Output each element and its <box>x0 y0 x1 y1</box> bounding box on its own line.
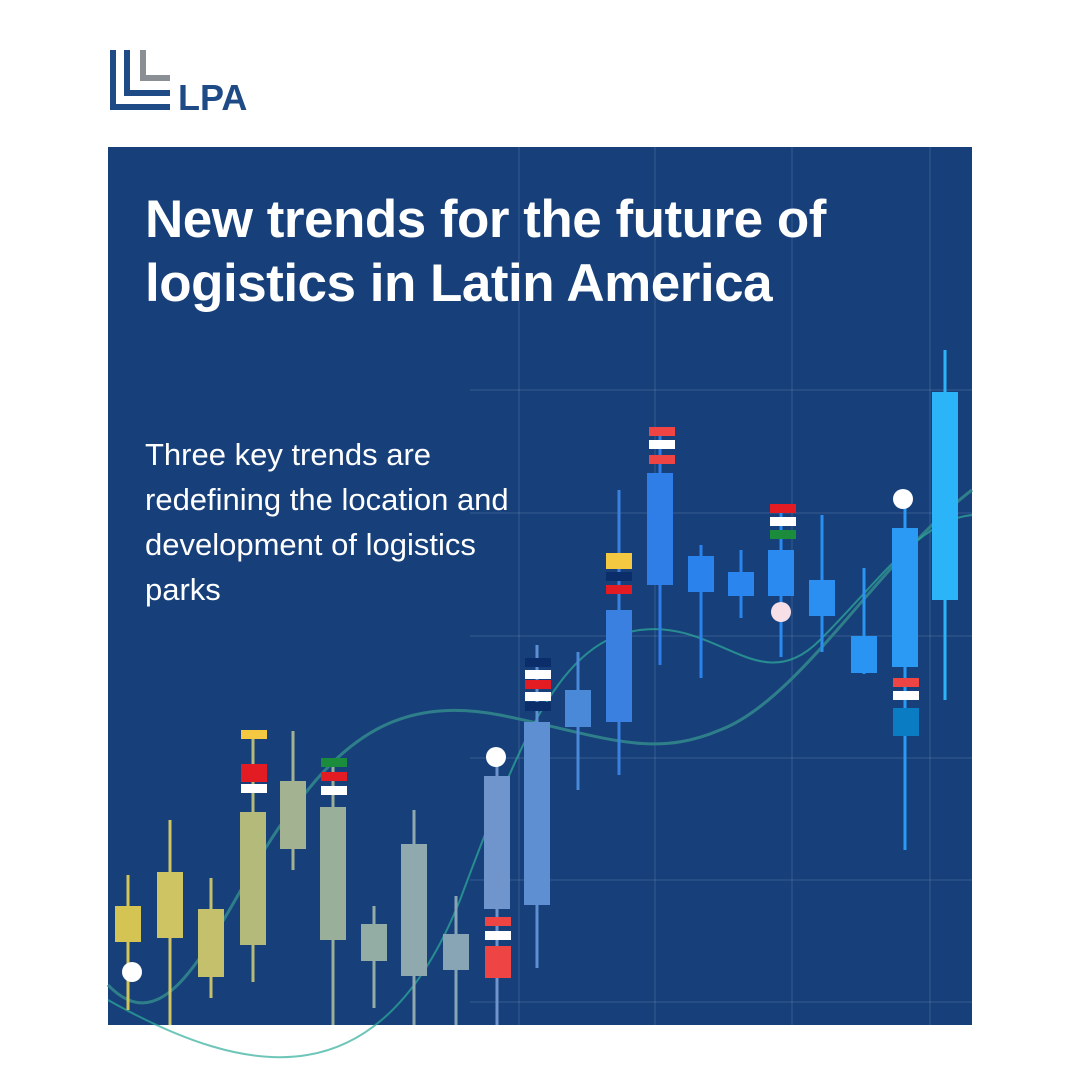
candle-body <box>647 473 673 585</box>
flag <box>649 427 675 436</box>
subtitle: Three key trends are redefining the loca… <box>145 437 509 607</box>
candle-body <box>565 690 591 727</box>
decoration <box>106 147 973 1059</box>
flag <box>485 917 511 926</box>
flag <box>770 530 796 539</box>
candle-body <box>198 909 224 977</box>
candle-body <box>240 812 266 945</box>
title: New trends for the future of logistics i… <box>145 190 826 313</box>
candle-body <box>280 781 306 849</box>
flag <box>321 772 347 781</box>
flag <box>241 730 267 739</box>
candle-body <box>892 528 918 667</box>
flag <box>525 702 551 711</box>
flag <box>321 786 347 795</box>
flag <box>770 504 796 513</box>
candle-body <box>524 722 550 905</box>
candle-body <box>401 844 427 976</box>
flag <box>893 678 919 687</box>
dot <box>122 962 142 982</box>
candle-body <box>484 776 510 909</box>
candle-body <box>728 572 754 596</box>
logo-mark <box>110 50 170 110</box>
candle-body <box>320 807 346 940</box>
candle-body <box>606 610 632 722</box>
candle-body <box>932 392 958 600</box>
flag <box>525 692 551 701</box>
flag <box>649 440 675 449</box>
candle-body <box>809 580 835 616</box>
logo-bracket <box>110 50 170 110</box>
flag <box>770 517 796 526</box>
dot <box>486 747 506 767</box>
logo-text: LPA <box>178 77 247 118</box>
candle-body <box>443 934 469 970</box>
candle-body <box>851 636 877 673</box>
candle-body <box>688 556 714 592</box>
flag <box>606 572 632 581</box>
flag <box>525 670 551 679</box>
flag <box>485 931 511 940</box>
flag <box>649 455 675 464</box>
flag <box>241 764 267 782</box>
candle-body <box>768 550 794 596</box>
logo-bracket <box>140 50 170 81</box>
flag <box>485 946 511 978</box>
flag <box>606 553 632 569</box>
candle-body <box>157 872 183 938</box>
flag <box>321 758 347 767</box>
dot <box>893 489 913 509</box>
dot <box>771 602 791 622</box>
flag <box>525 680 551 689</box>
flag <box>893 691 919 700</box>
flag <box>893 708 919 736</box>
flag <box>241 784 267 793</box>
curve <box>106 488 973 1005</box>
logo-bracket <box>124 50 170 96</box>
candle-body <box>361 924 387 961</box>
flag <box>525 658 551 667</box>
candle-body <box>115 906 141 942</box>
flag <box>606 585 632 594</box>
curve <box>107 514 973 1059</box>
